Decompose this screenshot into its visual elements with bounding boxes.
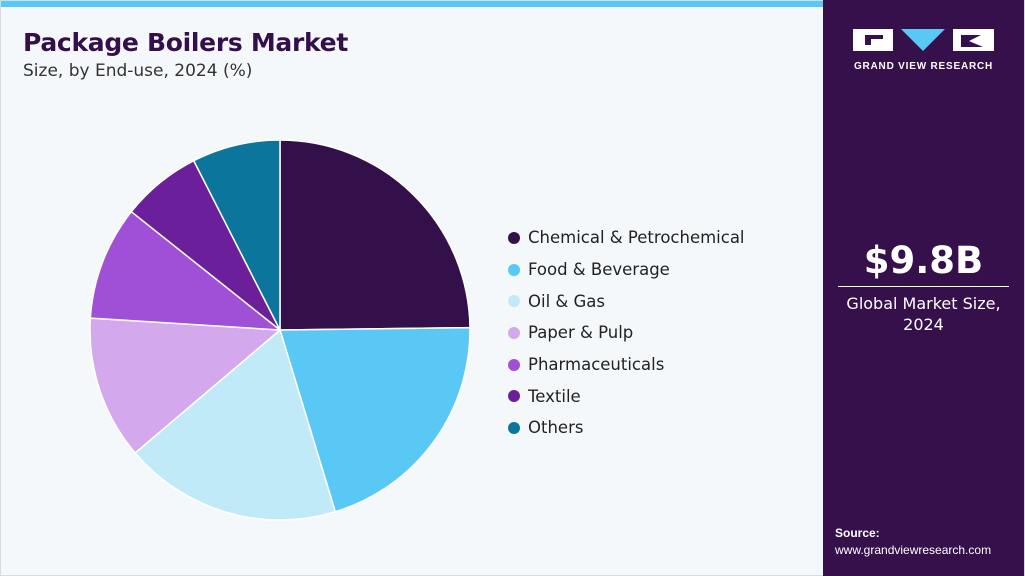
legend-item: Paper & Pulp <box>508 317 745 349</box>
legend-swatch <box>508 421 520 434</box>
legend-swatch <box>508 390 520 403</box>
pie-slice-pharmaceuticals <box>89 210 283 331</box>
market-size-label-line1: Global Market Size, <box>846 294 1001 313</box>
market-size-value: $9.8B <box>863 239 984 282</box>
legend-item: Oil & Gas <box>508 285 745 317</box>
source-url[interactable]: www.grandviewresearch.com <box>835 543 992 557</box>
market-size-label-line2: 2024 <box>903 315 944 334</box>
chart-legend: Chemical & Petrochemical Food & Beverage O… <box>508 222 745 444</box>
legend-swatch <box>508 231 520 244</box>
legend-item: Others <box>508 412 745 444</box>
gvr-logo <box>853 29 994 51</box>
legend-swatch <box>508 295 520 308</box>
legend-label: Food & Beverage <box>528 260 670 280</box>
pie-slice-chemical-petrochemical <box>279 139 471 331</box>
accent-bar <box>1 1 823 7</box>
legend-label: Others <box>528 418 584 438</box>
legend-swatch <box>508 326 520 339</box>
sidebar-panel: GRAND VIEW RESEARCH $9.8B Global Market … <box>823 0 1024 576</box>
legend-item: Food & Beverage <box>508 254 745 286</box>
legend-label: Oil & Gas <box>528 291 606 311</box>
pie-slice-food-beverage <box>278 326 471 513</box>
pie-slice-others <box>192 139 281 331</box>
chart-subtitle: Size, by End-use, 2024 (%) <box>23 61 253 81</box>
market-size-label: Global Market Size, 2024 <box>823 293 1024 335</box>
legend-label: Pharmaceuticals <box>528 355 665 375</box>
legend-swatch <box>508 263 520 276</box>
logo-text: GRAND VIEW RESEARCH <box>853 61 994 72</box>
legend-item: Pharmaceuticals <box>508 349 745 381</box>
divider <box>838 286 1009 287</box>
legend-label: Textile <box>528 386 581 406</box>
source-label: Source: <box>835 526 880 540</box>
legend-label: Paper & Pulp <box>528 323 634 343</box>
chart-title: Package Boilers Market <box>23 28 348 57</box>
pie-slice-paper-pulp <box>89 317 282 454</box>
pie-chart <box>89 139 471 521</box>
pie-slice-oil-gas <box>134 328 337 521</box>
legend-label: Chemical & Petrochemical <box>528 228 745 248</box>
legend-item: Chemical & Petrochemical <box>508 222 745 254</box>
legend-item: Textile <box>508 380 745 412</box>
legend-swatch <box>508 358 520 371</box>
